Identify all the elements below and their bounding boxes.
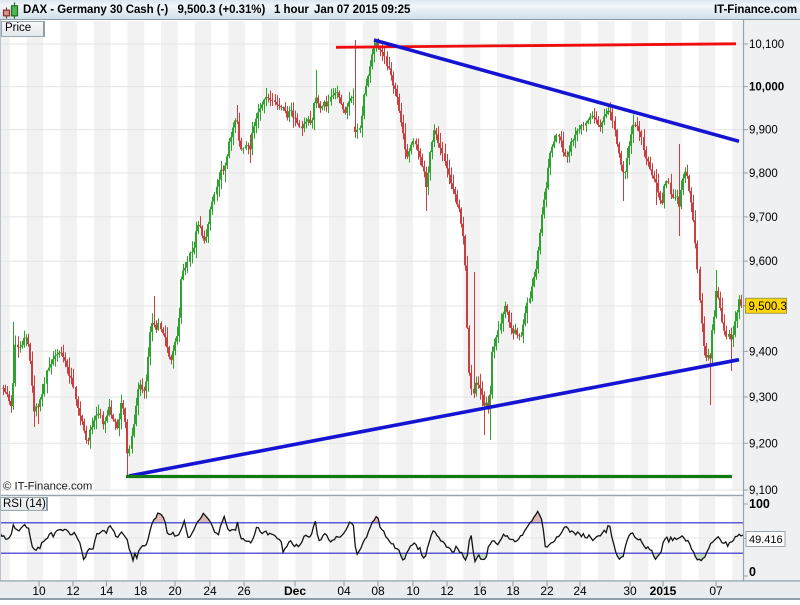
svg-text:49.416: 49.416	[749, 534, 783, 546]
svg-text:9,300: 9,300	[749, 392, 778, 404]
svg-text:9,500.3: 9,500.3	[749, 301, 787, 313]
svg-text:0: 0	[749, 565, 756, 579]
svg-text:9,200: 9,200	[749, 438, 778, 450]
svg-text:100: 100	[749, 497, 770, 511]
svg-text:© IT-Finance.com: © IT-Finance.com	[3, 481, 92, 493]
svg-text:10,100: 10,100	[749, 39, 784, 51]
svg-text:9,400: 9,400	[749, 346, 778, 358]
svg-text:9,100: 9,100	[749, 485, 778, 497]
svg-text:9,600: 9,600	[749, 256, 778, 268]
svg-text:9,800: 9,800	[749, 168, 778, 180]
svg-text:9,900: 9,900	[749, 125, 778, 137]
svg-text:10,000: 10,000	[749, 82, 784, 94]
svg-text:9,700: 9,700	[749, 212, 778, 224]
